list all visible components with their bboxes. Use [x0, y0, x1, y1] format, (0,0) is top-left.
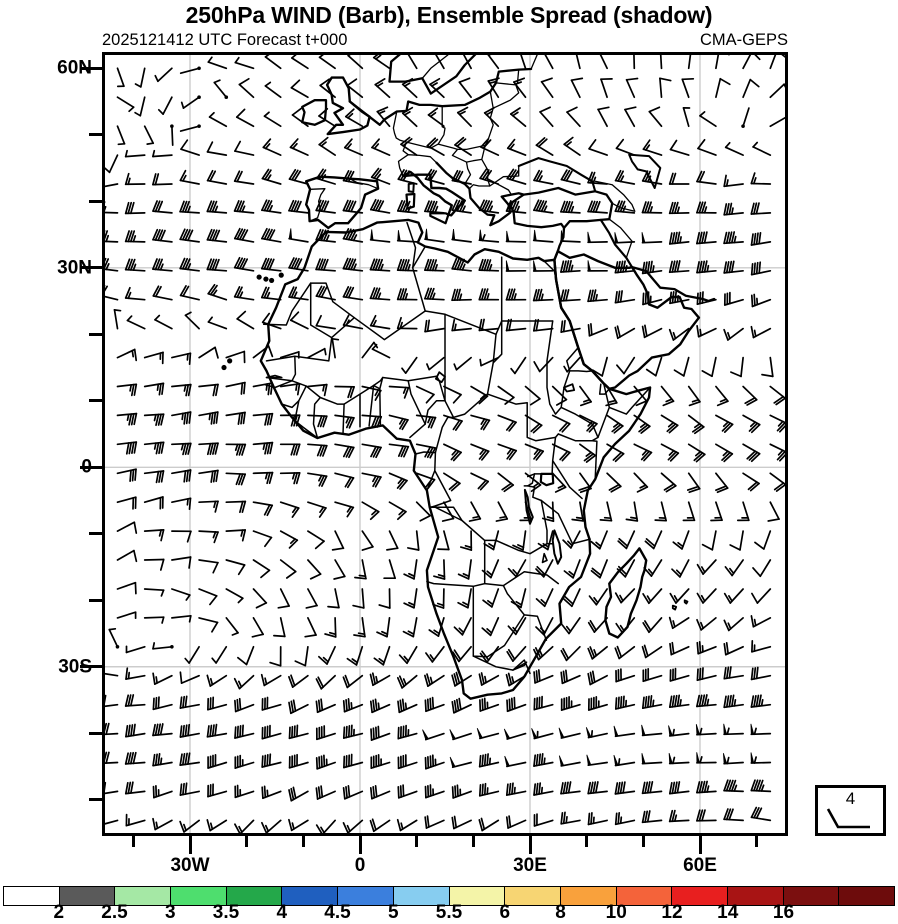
colorbar-segment-4[interactable]	[226, 887, 283, 905]
colorbar-segment-8[interactable]	[449, 887, 506, 905]
longitude-minor-tick	[471, 836, 475, 847]
latitude-major-tick	[80, 266, 102, 270]
longitude-label-0: 0	[354, 855, 366, 876]
colorbar-tick-8: 8	[555, 902, 566, 923]
longitude-minor-tick	[585, 836, 589, 847]
latitude-tick-column	[80, 52, 104, 836]
colorbar-tick-10: 10	[605, 902, 627, 923]
wind-barb-field	[105, 55, 785, 833]
barb-reference-legend: 4	[815, 785, 886, 836]
colorbar-tick-2: 2	[53, 902, 65, 923]
latitude-minor-tick	[89, 399, 102, 403]
longitude-major-tick	[188, 836, 192, 854]
longitude-minor-tick	[131, 836, 135, 847]
longitude-minor-tick	[301, 836, 305, 847]
colorbar-segment-7[interactable]	[393, 887, 450, 905]
longitude-label-30E: 30E	[513, 855, 547, 876]
colorbar-segment-10[interactable]	[560, 887, 617, 905]
colorbar-segment-6[interactable]	[338, 887, 394, 905]
latitude-minor-tick	[89, 798, 102, 802]
longitude-major-tick	[528, 836, 532, 854]
longitude-tick-row	[102, 836, 788, 858]
gridlines	[105, 55, 785, 833]
colorbar-segment-11[interactable]	[616, 887, 673, 905]
latitude-minor-tick	[89, 133, 102, 137]
colorbar-segment-14[interactable]	[783, 887, 840, 905]
latitude-label-30S: 30S	[58, 656, 92, 678]
longitude-minor-tick	[245, 836, 249, 847]
colorbar-segment-0[interactable]	[4, 887, 60, 905]
latitude-minor-tick	[89, 532, 102, 536]
longitude-minor-tick	[641, 836, 645, 847]
latitude-label-30N: 30N	[57, 257, 92, 279]
longitude-major-tick	[698, 836, 702, 854]
colorbar-segment-5[interactable]	[282, 887, 339, 905]
colorbar-segment-1[interactable]	[59, 887, 116, 905]
colorbar-tick-14: 14	[717, 902, 739, 923]
latitude-major-tick	[80, 66, 102, 70]
colorbar-tick-6: 6	[499, 902, 511, 923]
colorbar-tick-12: 12	[661, 902, 683, 923]
colorbar-tick-3.5: 3.5	[212, 902, 240, 923]
colorbar-tick-4: 4	[276, 902, 288, 923]
colorbar-segment-13[interactable]	[727, 887, 784, 905]
colorbar-tick-4.5: 4.5	[324, 902, 351, 923]
colorbar-tick-2.5: 2.5	[101, 902, 128, 923]
longitude-major-tick	[358, 836, 362, 854]
longitude-minor-tick	[755, 836, 759, 847]
barb-reference-value: 4	[845, 789, 856, 808]
map-panel[interactable]: 4	[102, 52, 886, 836]
colorbar-segment-2[interactable]	[115, 887, 172, 905]
latitude-minor-tick	[89, 199, 102, 203]
colorbar-segment-12[interactable]	[672, 887, 728, 905]
latitude-minor-tick	[89, 598, 102, 602]
latitude-label-column: 60N30N030S	[0, 52, 92, 836]
colorbar-tick-16: 16	[772, 902, 795, 923]
latitude-major-tick	[80, 465, 102, 469]
colorbar-segment-3[interactable]	[171, 887, 227, 905]
colorbar-segment-15[interactable]	[839, 887, 894, 905]
colorbar-tick-5: 5	[387, 902, 399, 923]
country-borders	[262, 55, 651, 675]
map-canvas	[105, 55, 785, 833]
colorbar-tick-3: 3	[164, 902, 176, 923]
colorbar-tick-labels: 2 2.5 3 3.5 4 4.5 5 5.5 6 8 10 12 14 16	[3, 902, 895, 924]
longitude-label-30W: 30W	[170, 855, 210, 876]
subtitle-row: 2025121412 UTC Forecast t+000 CMA-GEPS	[102, 30, 788, 50]
barb-reference-symbol	[826, 808, 870, 829]
coastlines	[221, 55, 716, 700]
longitude-minor-tick	[415, 836, 419, 847]
latitude-minor-tick	[89, 332, 102, 336]
longitude-label-row: 30W 0 30E 60E	[102, 855, 788, 879]
map-frame	[102, 52, 788, 836]
colorbar[interactable]	[3, 886, 895, 906]
page-title: 250hPa WIND (Barb), Ensemble Spread (sha…	[185, 2, 713, 28]
colorbar-segments[interactable]	[3, 886, 895, 906]
longitude-label-60E: 60E	[683, 855, 717, 876]
latitude-minor-tick	[89, 731, 102, 735]
latitude-label-60N: 60N	[57, 57, 92, 79]
colorbar-segment-9[interactable]	[505, 887, 561, 905]
model-label: CMA-GEPS	[699, 31, 788, 49]
latitude-major-tick	[80, 665, 102, 669]
colorbar-tick-5.5: 5.5	[435, 902, 463, 923]
forecast-run-label: 2025121412 UTC Forecast t+000	[102, 31, 348, 49]
